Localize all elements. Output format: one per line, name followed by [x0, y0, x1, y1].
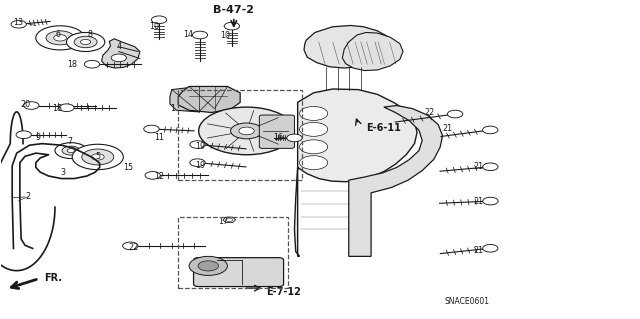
- Text: 19: 19: [195, 142, 205, 151]
- Text: 13: 13: [13, 19, 23, 27]
- Text: 19: 19: [195, 161, 205, 170]
- Circle shape: [46, 31, 74, 45]
- Text: 3: 3: [61, 168, 66, 177]
- Polygon shape: [342, 33, 403, 70]
- Text: 12: 12: [154, 172, 164, 181]
- Circle shape: [483, 163, 498, 171]
- Circle shape: [54, 35, 67, 41]
- Text: FR.: FR.: [44, 273, 62, 283]
- Circle shape: [67, 33, 105, 51]
- Circle shape: [152, 16, 167, 24]
- Text: 22: 22: [425, 108, 435, 117]
- Circle shape: [300, 156, 328, 170]
- Circle shape: [189, 256, 227, 275]
- Circle shape: [55, 143, 87, 159]
- Polygon shape: [223, 217, 236, 223]
- Bar: [178, 217, 288, 288]
- Circle shape: [483, 197, 498, 205]
- Circle shape: [111, 54, 127, 62]
- Text: 18: 18: [67, 60, 77, 69]
- Polygon shape: [349, 106, 443, 256]
- Circle shape: [447, 110, 463, 118]
- Circle shape: [198, 107, 294, 155]
- Circle shape: [226, 218, 233, 222]
- Circle shape: [82, 149, 114, 165]
- Circle shape: [123, 242, 138, 250]
- Circle shape: [239, 127, 254, 135]
- Circle shape: [483, 244, 498, 252]
- Text: 14: 14: [183, 31, 193, 40]
- Circle shape: [224, 22, 239, 30]
- Polygon shape: [304, 26, 390, 68]
- Text: 11: 11: [154, 133, 164, 142]
- Text: 9: 9: [35, 133, 40, 142]
- Text: 21: 21: [474, 246, 483, 255]
- Circle shape: [287, 134, 302, 142]
- Polygon shape: [294, 89, 417, 256]
- Circle shape: [198, 261, 218, 271]
- FancyBboxPatch shape: [193, 258, 284, 286]
- Text: 21: 21: [443, 124, 452, 133]
- Circle shape: [300, 107, 328, 121]
- Circle shape: [72, 144, 124, 170]
- Text: 10: 10: [221, 31, 230, 40]
- Circle shape: [144, 125, 159, 133]
- Circle shape: [81, 40, 91, 45]
- Text: 2: 2: [25, 192, 30, 202]
- Circle shape: [192, 31, 207, 39]
- Text: B-47-2: B-47-2: [213, 5, 254, 15]
- Text: 5: 5: [95, 152, 100, 161]
- Text: 10: 10: [149, 22, 159, 31]
- Circle shape: [84, 60, 100, 68]
- Text: 21: 21: [474, 162, 483, 171]
- Polygon shape: [170, 86, 224, 112]
- Polygon shape: [102, 39, 140, 68]
- Circle shape: [74, 36, 97, 48]
- Circle shape: [11, 20, 26, 28]
- Text: SNACE0601: SNACE0601: [444, 297, 490, 306]
- FancyBboxPatch shape: [259, 115, 294, 148]
- Circle shape: [300, 122, 328, 136]
- Text: 22: 22: [129, 243, 139, 252]
- Text: 21: 21: [474, 197, 483, 206]
- Text: 18: 18: [52, 104, 62, 113]
- Circle shape: [36, 26, 84, 50]
- Text: 17: 17: [218, 217, 228, 226]
- Circle shape: [67, 149, 75, 152]
- Circle shape: [24, 102, 39, 109]
- Text: E-7-12: E-7-12: [266, 287, 301, 297]
- Text: 7: 7: [67, 137, 72, 145]
- Text: 8: 8: [88, 30, 93, 39]
- Text: 20: 20: [20, 100, 30, 109]
- Circle shape: [62, 146, 80, 155]
- Circle shape: [483, 126, 498, 134]
- Circle shape: [300, 140, 328, 154]
- Circle shape: [190, 159, 205, 167]
- Text: 16: 16: [273, 133, 283, 142]
- Text: 1: 1: [171, 104, 175, 113]
- Circle shape: [59, 104, 74, 112]
- Circle shape: [230, 123, 262, 139]
- Text: 4: 4: [116, 42, 122, 51]
- Circle shape: [190, 141, 205, 148]
- Circle shape: [145, 172, 161, 179]
- Bar: [178, 90, 302, 180]
- Text: 15: 15: [124, 163, 134, 172]
- Text: E-6-11: E-6-11: [366, 123, 401, 133]
- Circle shape: [16, 131, 31, 138]
- Circle shape: [92, 154, 104, 160]
- Polygon shape: [178, 86, 240, 113]
- Text: 6: 6: [56, 30, 61, 39]
